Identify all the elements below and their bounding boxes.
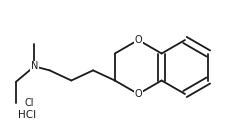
Text: N: N bbox=[31, 61, 38, 71]
Text: O: O bbox=[135, 35, 142, 45]
Text: Cl: Cl bbox=[25, 98, 35, 108]
Text: HCl: HCl bbox=[18, 110, 36, 120]
Text: O: O bbox=[135, 89, 142, 99]
